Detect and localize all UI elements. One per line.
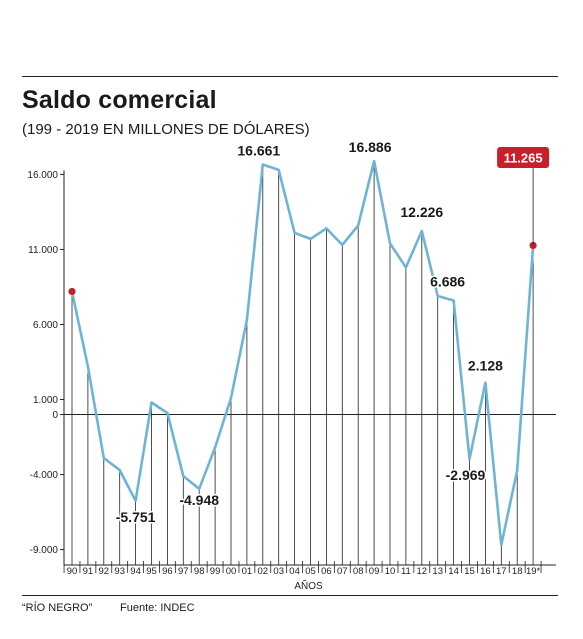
x-tick-label: 19* <box>526 566 541 577</box>
x-tick-label: 92 <box>99 566 110 577</box>
x-tick-label: 15 <box>464 566 475 577</box>
x-axis-label: AÑOS <box>294 579 323 592</box>
x-tick-label: 94 <box>130 566 141 577</box>
x-tick-label: 10 <box>385 566 396 577</box>
x-tick-label: 95 <box>146 566 157 577</box>
x-tick-label: 04 <box>289 566 300 577</box>
x-tick-label: 02 <box>258 566 269 577</box>
x-tick-label: 98 <box>194 566 205 577</box>
x-tick-label: 97 <box>178 566 189 577</box>
x-tick-label: 09 <box>369 566 380 577</box>
x-tick-label: 16 <box>480 566 491 577</box>
x-tick-label: 13 <box>432 566 443 577</box>
data-label: -2.969 <box>446 467 486 483</box>
data-labels: -5.751 -4.948 16.661 16.886 12.226 6.686 -2.96… <box>114 138 550 526</box>
data-label: -5.751 <box>116 509 156 525</box>
y-tick-label: 11.000 <box>28 245 58 256</box>
drop-lines <box>71 161 534 565</box>
x-tick-label: 00 <box>226 566 237 577</box>
data-label: -4.948 <box>179 492 219 508</box>
footer-outlet: “RÍO NEGRO” <box>22 602 93 614</box>
x-tick-label: 96 <box>162 566 173 577</box>
x-tick-label: 12 <box>417 566 428 577</box>
y-tick-label: -9.000 <box>30 545 59 556</box>
highlight-badge <box>497 147 550 168</box>
x-tick-label: 11 <box>401 566 411 577</box>
x-tick-label: 90 <box>67 566 78 577</box>
x-tick-label: 14 <box>448 566 459 577</box>
y-tick-label: -4.000 <box>30 470 59 481</box>
chart-subtitle: (199 - 2019 EN MILLONES DE DÓLARES) <box>22 121 310 138</box>
x-tick-label: 01 <box>242 566 253 577</box>
y-tick-label: 1.000 <box>33 395 58 406</box>
x-tick-label: 06 <box>321 566 332 577</box>
chart-axes <box>63 170 556 566</box>
top-rule <box>22 76 558 77</box>
x-axis-ticks: 90 91 92 93 94 95 96 97 98 99 00 01 02 03 04 05 06 07 08 09… <box>63 561 542 577</box>
y-axis-ticks: -9.000 -4.000 0 1.000 6.000 11.000 16.000 <box>27 170 64 556</box>
x-tick-label: 08 <box>353 566 364 577</box>
chart-title: Saldo comercial <box>22 86 217 114</box>
highlight-label: 11.265 <box>504 151 543 166</box>
highlight-points <box>68 241 537 296</box>
x-tick-label: 91 <box>83 566 94 577</box>
x-tick-label: 05 <box>305 566 316 577</box>
footer-source: Fuente: INDEC <box>120 602 195 614</box>
data-label: 2.128 <box>468 358 503 374</box>
data-label: 16.661 <box>237 142 280 158</box>
data-label: 12.226 <box>400 204 443 220</box>
series-line-group <box>70 159 535 547</box>
x-tick-label: 93 <box>114 566 125 577</box>
x-tick-label: 03 <box>273 566 284 577</box>
x-tick-label: 99 <box>210 566 221 577</box>
data-label: 6.686 <box>430 273 465 289</box>
bottom-rule <box>22 595 558 596</box>
x-tick-label: 07 <box>337 566 348 577</box>
highlight-point <box>68 287 76 296</box>
y-tick-label: 0 <box>52 410 58 421</box>
x-tick-label: 18 <box>512 566 523 577</box>
y-tick-label: 16.000 <box>27 170 58 181</box>
x-tick-label: 17 <box>496 566 507 577</box>
series-line <box>70 159 535 547</box>
data-label: 16.886 <box>349 139 392 155</box>
y-tick-label: 6.000 <box>33 320 58 331</box>
